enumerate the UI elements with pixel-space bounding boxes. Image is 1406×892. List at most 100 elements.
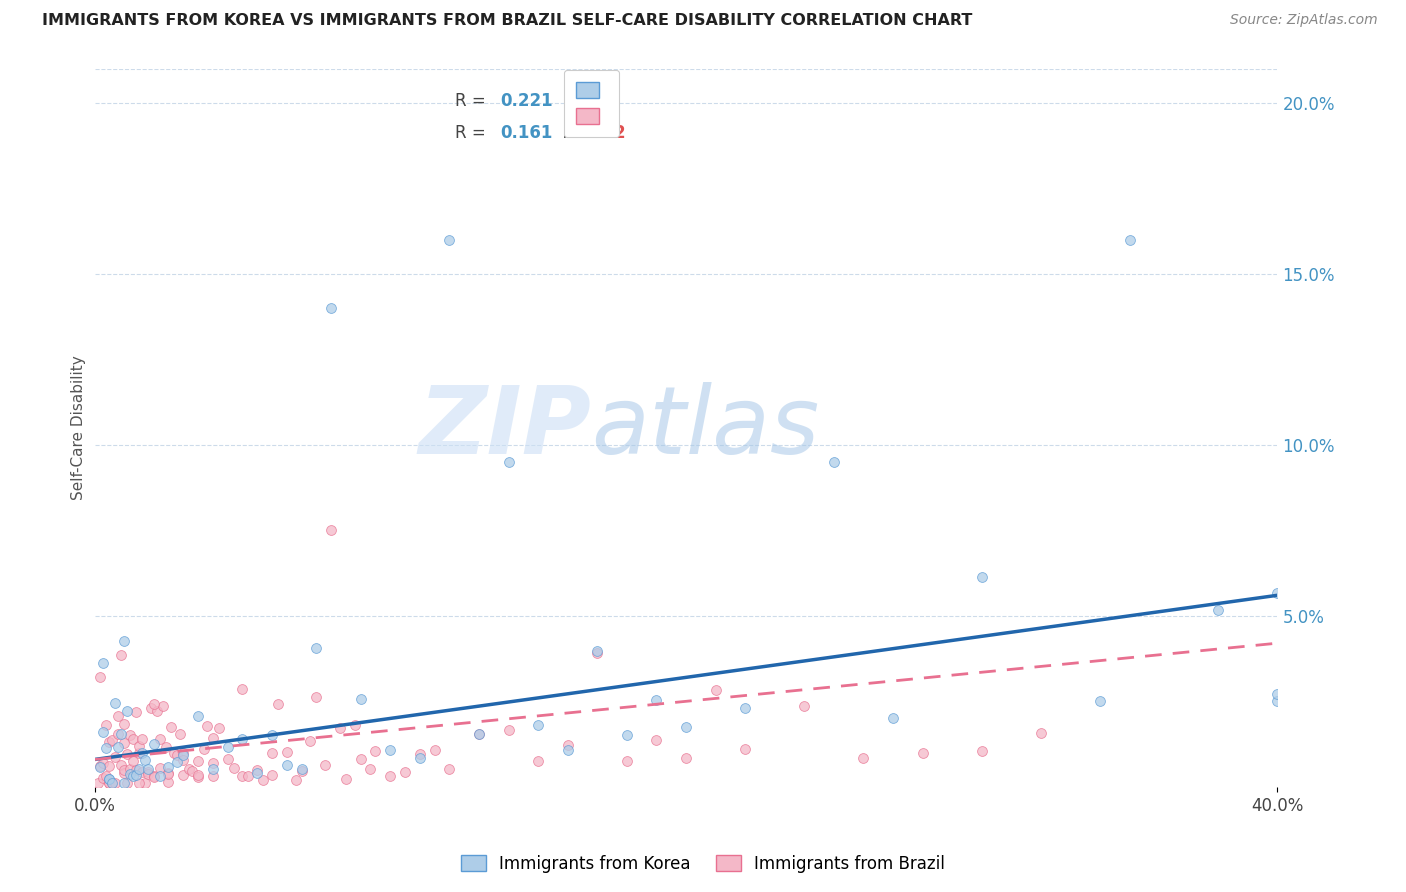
Point <box>586 643 609 657</box>
Point <box>172 767 194 781</box>
Text: 112: 112 <box>592 124 626 142</box>
Point <box>128 739 150 753</box>
Point <box>201 756 224 770</box>
Point <box>104 776 127 790</box>
Point <box>299 734 322 748</box>
Point <box>439 233 461 247</box>
Point <box>136 764 159 779</box>
Point <box>131 731 153 746</box>
Text: 0.221: 0.221 <box>501 92 553 110</box>
Point <box>96 718 118 732</box>
Point <box>98 758 121 772</box>
Point <box>1029 726 1052 740</box>
Point <box>231 731 253 746</box>
Point <box>98 772 121 786</box>
Point <box>115 704 138 718</box>
Text: 0.161: 0.161 <box>501 124 553 142</box>
Point <box>1267 586 1289 600</box>
Point <box>645 693 668 707</box>
Point <box>136 762 159 776</box>
Point <box>122 732 145 747</box>
Text: N =: N = <box>553 92 600 110</box>
Point <box>112 764 135 778</box>
Point <box>246 765 269 780</box>
Point <box>704 682 727 697</box>
Point <box>231 681 253 696</box>
Point <box>1267 687 1289 701</box>
Legend: , : , <box>564 70 619 137</box>
Point <box>89 760 111 774</box>
Point <box>527 754 550 768</box>
Point <box>394 765 416 780</box>
Point <box>557 743 579 757</box>
Point <box>616 727 638 741</box>
Point <box>187 770 209 784</box>
Point <box>284 772 307 787</box>
Point <box>110 727 132 741</box>
Point <box>734 741 756 756</box>
Point <box>260 746 283 760</box>
Point <box>142 770 165 784</box>
Point <box>98 772 121 786</box>
Point <box>98 776 121 790</box>
Point <box>120 728 142 742</box>
Point <box>468 727 491 741</box>
Point <box>107 708 129 723</box>
Point <box>122 754 145 768</box>
Point <box>305 641 328 656</box>
Point <box>101 733 124 747</box>
Point <box>142 698 165 712</box>
Point <box>136 767 159 781</box>
Point <box>343 718 366 732</box>
Text: Source: ZipAtlas.com: Source: ZipAtlas.com <box>1230 13 1378 28</box>
Point <box>131 746 153 760</box>
Point <box>675 751 697 765</box>
Point <box>290 762 312 776</box>
Point <box>157 765 180 780</box>
Point <box>380 742 402 756</box>
Point <box>115 776 138 790</box>
Point <box>131 765 153 780</box>
Point <box>193 742 215 756</box>
Point <box>115 747 138 761</box>
Point <box>364 744 387 758</box>
Point <box>128 746 150 760</box>
Point <box>222 762 245 776</box>
Point <box>498 723 520 738</box>
Point <box>139 701 162 715</box>
Point <box>252 772 274 787</box>
Point <box>314 757 336 772</box>
Point <box>157 760 180 774</box>
Point <box>125 763 148 777</box>
Point <box>267 698 290 712</box>
Point <box>172 746 194 760</box>
Point <box>911 746 934 760</box>
Point <box>142 737 165 751</box>
Point <box>187 767 209 781</box>
Point <box>145 704 167 718</box>
Point <box>160 720 183 734</box>
Point <box>86 776 108 790</box>
Point <box>290 764 312 778</box>
Point <box>201 731 224 745</box>
Point <box>1088 694 1111 708</box>
Text: 57: 57 <box>592 92 614 110</box>
Point <box>187 709 209 723</box>
Point <box>359 762 381 776</box>
Point <box>321 524 343 538</box>
Point <box>128 776 150 790</box>
Point <box>852 751 875 765</box>
Point <box>112 716 135 731</box>
Text: N =: N = <box>553 124 600 142</box>
Point <box>970 570 993 584</box>
Point <box>527 718 550 732</box>
Point <box>152 699 174 714</box>
Point <box>112 776 135 790</box>
Point <box>409 747 432 761</box>
Point <box>586 646 609 660</box>
Point <box>231 768 253 782</box>
Point <box>439 762 461 776</box>
Point <box>1206 603 1229 617</box>
Point <box>112 633 135 648</box>
Point <box>93 656 115 670</box>
